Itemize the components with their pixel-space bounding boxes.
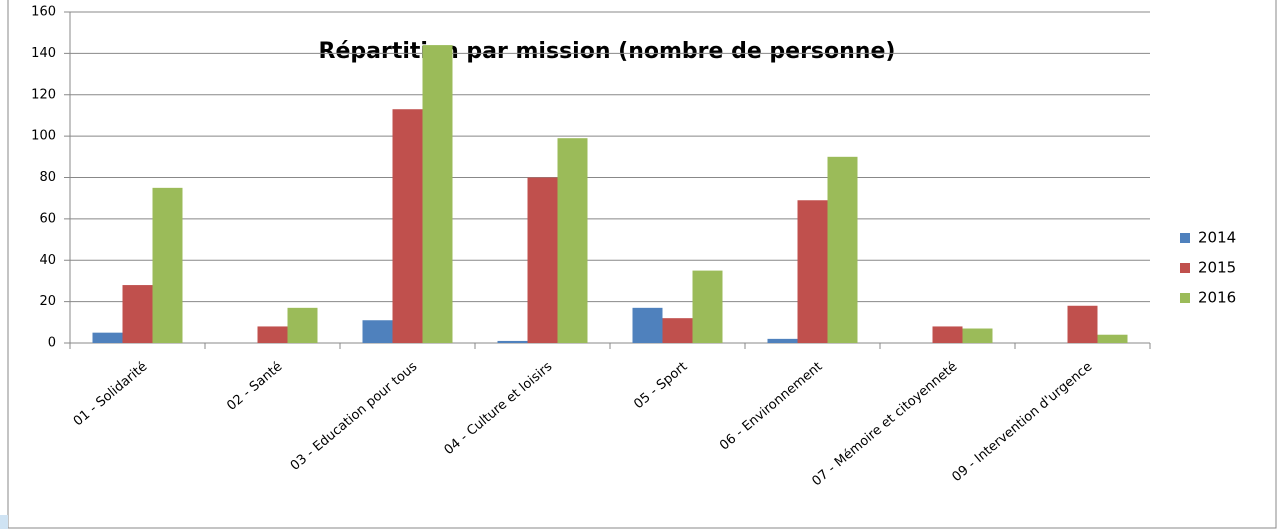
bar bbox=[1067, 305, 1098, 343]
bar bbox=[692, 270, 723, 343]
edge-strip bbox=[0, 515, 8, 529]
legend-label: 2016 bbox=[1198, 289, 1236, 307]
bar bbox=[152, 187, 183, 343]
bar bbox=[257, 326, 288, 343]
bar bbox=[497, 340, 528, 343]
bar bbox=[932, 326, 963, 343]
bar bbox=[662, 318, 693, 343]
y-tick-label: 100 bbox=[31, 129, 56, 144]
bar bbox=[797, 200, 828, 343]
bar bbox=[92, 332, 123, 343]
bar bbox=[632, 307, 663, 343]
chart-frame bbox=[7, 0, 1277, 529]
legend-label: 2014 bbox=[1198, 229, 1236, 247]
bar bbox=[122, 285, 153, 343]
y-tick-label: 0 bbox=[48, 336, 56, 351]
y-tick-label: 120 bbox=[31, 87, 56, 102]
legend-swatch bbox=[1180, 233, 1190, 243]
bar bbox=[827, 156, 858, 343]
y-tick-label: 40 bbox=[39, 253, 56, 268]
legend-swatch bbox=[1180, 263, 1190, 273]
bar bbox=[392, 109, 423, 343]
y-tick-label: 20 bbox=[39, 294, 56, 309]
y-tick-label: 160 bbox=[31, 5, 56, 20]
y-tick-label: 140 bbox=[31, 46, 56, 61]
bar bbox=[557, 138, 588, 343]
y-tick-label: 80 bbox=[39, 170, 56, 185]
bar bbox=[962, 328, 993, 343]
legend-swatch bbox=[1180, 293, 1190, 303]
bar bbox=[287, 307, 318, 343]
bar bbox=[362, 320, 393, 343]
bar bbox=[767, 338, 798, 343]
bar bbox=[1097, 334, 1128, 343]
bar bbox=[422, 45, 453, 343]
chart-title: Répartition par mission (nombre de perso… bbox=[319, 39, 896, 64]
bar bbox=[527, 177, 558, 343]
legend-label: 2015 bbox=[1198, 259, 1236, 277]
y-tick-label: 60 bbox=[39, 211, 56, 226]
